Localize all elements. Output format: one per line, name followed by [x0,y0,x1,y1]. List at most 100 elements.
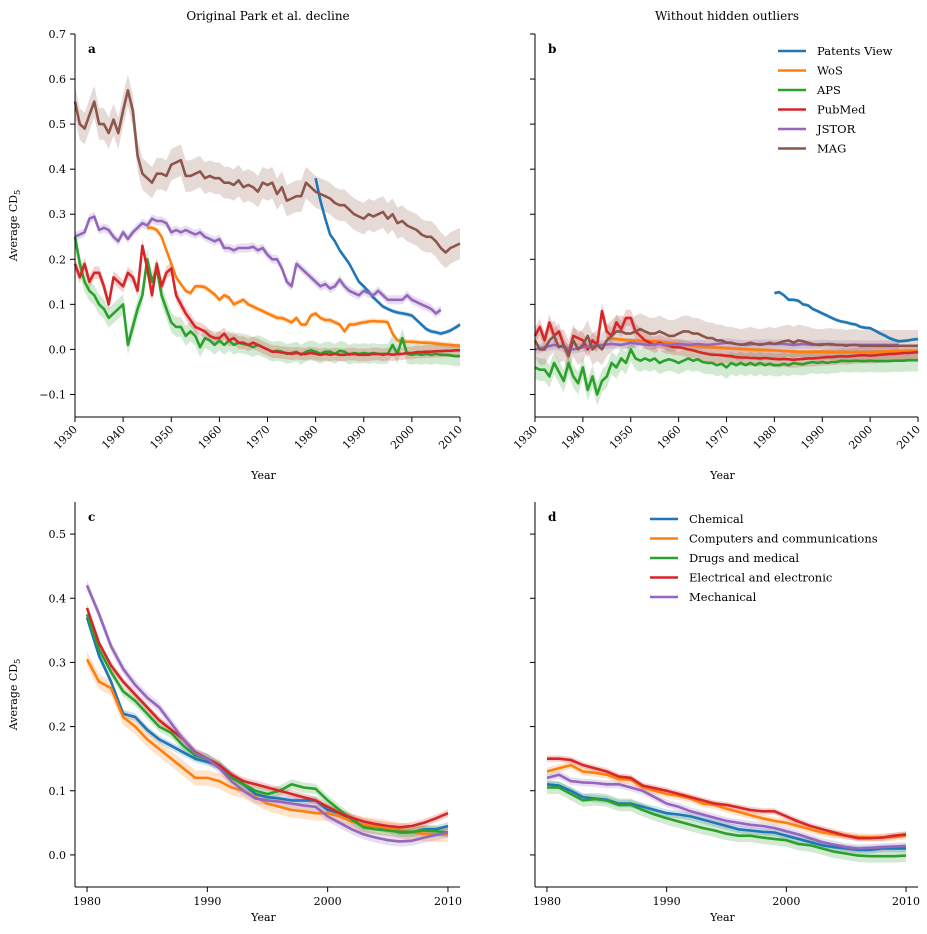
legend-entry: Electrical and electronic [689,571,832,585]
x-tick-label: 1980 [533,895,561,908]
series-line-patents-view [774,290,919,343]
series-line-pubmed [73,244,460,357]
x-axis-label: Year [250,469,276,482]
legend-entry: MAG [817,142,846,156]
y-tick-label: 0.4 [49,163,67,176]
panel-c-chart: 0.0 0.1 0.2 0.3 0.4 0.5 1980 1990 2000 2010 Year Av… [7,502,462,924]
series-band-drugs-and-medical [87,609,448,838]
column-title-left: Original Park et al. decline [186,9,349,23]
series-line-jstor [74,215,442,315]
legend-entry: APS [816,83,841,97]
series-line-drugs-and-medical [85,613,449,834]
legend-entry: Computers and communications [689,532,878,546]
x-tick-label: 1950 [607,423,636,452]
panel-d-chart: 1980 1990 2000 2010 Year d Chemical Computers a… [530,502,920,924]
y-axis-label-subscript: 5 [13,190,22,195]
y-tick-label: 0.5 [49,118,67,131]
legend: Chemical Computers and communications Drug… [650,512,878,604]
legend-entry: Patents View [817,44,893,58]
series-line-computers-and-communications [85,658,448,836]
y-tick-label: 0.1 [49,298,67,311]
series-line-electrical-and-electronic [547,757,907,840]
y-tick-label: 0.5 [49,528,67,541]
legend-entry: WoS [817,64,843,78]
y-tick-label: 0.0 [49,343,67,356]
panel-a-chart: −0.1 0.0 0.1 0.2 0.3 0.4 0.5 0.6 0.7 1930 1940 1950… [7,28,465,482]
y-tick-label: 0.2 [49,721,67,734]
y-tick-label: 0.3 [49,208,67,221]
x-axis-label: Year [709,911,735,924]
legend-entry: PubMed [817,103,866,117]
x-tick-label: 1950 [147,423,176,452]
series-band-aps [75,226,460,367]
x-tick-label: 2000 [314,895,342,908]
series-line-electrical-and-electronic [85,607,449,829]
panel-letter: c [88,510,95,524]
series-line-mechanical [546,773,907,850]
panel-letter: b [548,42,556,56]
x-tick-label: 1930 [51,423,80,452]
series-line-mechanical [85,584,449,843]
series-line-wos [147,226,461,348]
series-band-mag [75,74,460,269]
y-axis-label-subscript: 5 [13,659,22,664]
y-tick-label: −0.1 [39,388,66,401]
x-tick-label: 1960 [655,423,684,452]
series-line-mag [73,89,461,254]
x-tick-label: 2000 [388,423,417,452]
legend: Patents View WoS APS PubMed JSTOR MAG [778,44,893,156]
x-tick-label: 2010 [892,895,920,908]
legend-entry: JSTOR [816,122,856,136]
x-tick-label: 1940 [99,423,128,452]
series-band-mechanical [547,770,906,853]
legend-entry: Drugs and medical [689,551,799,565]
x-axis-label: Year [709,469,735,482]
x-tick-label: 1980 [751,423,780,452]
series-line-drugs-and-medical [547,786,907,858]
x-tick-label: 2010 [434,895,462,908]
y-tick-label: 0.6 [49,73,67,86]
x-tick-label: 1970 [244,423,273,452]
series-band-aps [535,338,918,406]
legend-entry: Mechanical [689,590,757,604]
series-line-mag [533,327,918,358]
y-axis-label: Average CD5 [7,659,22,731]
x-axis-label: Year [250,911,276,924]
y-tick-label: 0.0 [49,849,67,862]
x-tick-label: 1930 [511,423,540,452]
x-tick-label: 1990 [193,895,221,908]
series-band-electrical-and-electronic [87,604,448,832]
x-tick-label: 1970 [703,423,732,452]
y-tick-label: 0.3 [49,656,67,669]
x-tick-label: 2000 [846,423,875,452]
y-tick-label: 0.2 [49,253,67,266]
x-tick-label: 1980 [73,895,101,908]
x-tick-label: 1960 [196,423,225,452]
y-tick-label: 0.7 [49,28,67,41]
panel-b-chart: 1930 1940 1950 1960 1970 1980 1990 2000 2010 Year… [511,33,923,482]
legend-entry: Chemical [689,512,744,526]
x-tick-label: 1940 [559,423,588,452]
y-tick-label: 0.1 [49,785,67,798]
x-tick-label: 1990 [798,423,827,452]
x-tick-label: 1990 [653,895,681,908]
x-tick-label: 2010 [436,423,465,452]
x-tick-label: 1990 [340,423,369,452]
x-tick-label: 2000 [772,895,800,908]
series-band-drugs-and-medical [547,781,906,863]
series-line-patents-view [314,177,461,335]
series-band-computers-and-communications [87,651,448,843]
column-title-right: Without hidden outliers [655,9,799,23]
y-axis-label: Average CD5 [7,190,22,262]
y-tick-label: 0.4 [49,592,67,605]
panel-letter: d [548,510,557,524]
x-tick-label: 1980 [292,423,321,452]
y-axis-label-main: Average CD [7,195,20,263]
panel-letter: a [88,42,96,56]
series-band-chemical [547,780,906,854]
y-axis-label-main: Average CD [7,664,20,732]
x-tick-label: 2010 [894,423,923,452]
series-line-pubmed [533,309,919,362]
series-line-aps [534,348,918,396]
